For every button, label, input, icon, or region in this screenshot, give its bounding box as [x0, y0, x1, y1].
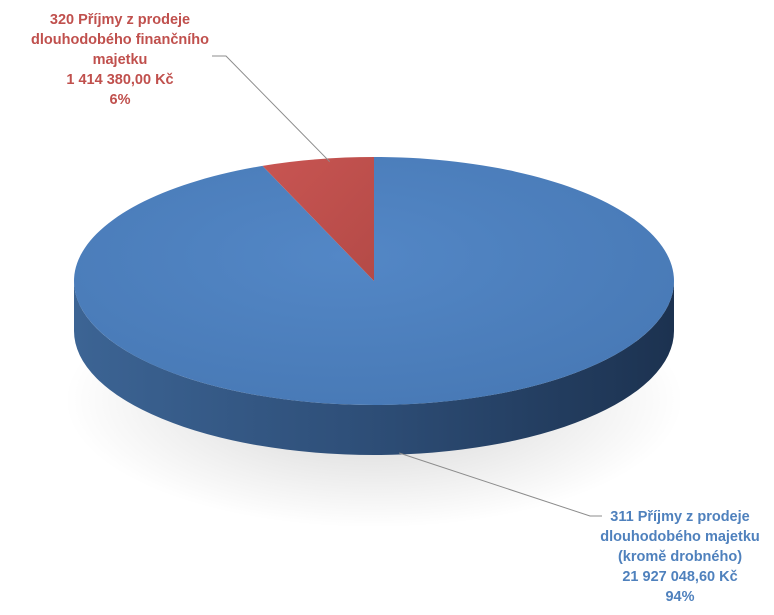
- pie-slice-side-311: [74, 281, 674, 455]
- data-label-311-line-2: dlouhodobého majetku: [600, 529, 760, 545]
- leader-line-320: [212, 55, 331, 163]
- data-label-320-line-1: 320 Příjmy z prodeje: [49, 12, 191, 28]
- data-label-320-percent: 6%: [109, 92, 131, 108]
- data-label-311-line-3: (kromě drobného): [617, 549, 743, 565]
- data-label-320: 320 Příjmy z prodeje dlouhodobého finanč…: [0, 10, 240, 110]
- data-label-311: 311 Příjmy z prodeje dlouhodobého majetk…: [585, 507, 774, 607]
- data-label-311-value: 21 927 048,60 Kč: [622, 569, 738, 585]
- data-label-320-line-2: dlouhodobého finančního: [31, 32, 209, 48]
- data-label-320-value: 1 414 380,00 Kč: [66, 72, 174, 88]
- data-label-311-line-1: 311 Příjmy z prodeje: [610, 509, 750, 525]
- leader-line-311: [399, 452, 602, 517]
- data-label-320-line-3: majetku: [92, 52, 148, 68]
- pie-slice-320: [262, 157, 374, 281]
- pie-slice-311: [74, 157, 675, 405]
- data-label-311-percent: 94%: [665, 589, 695, 605]
